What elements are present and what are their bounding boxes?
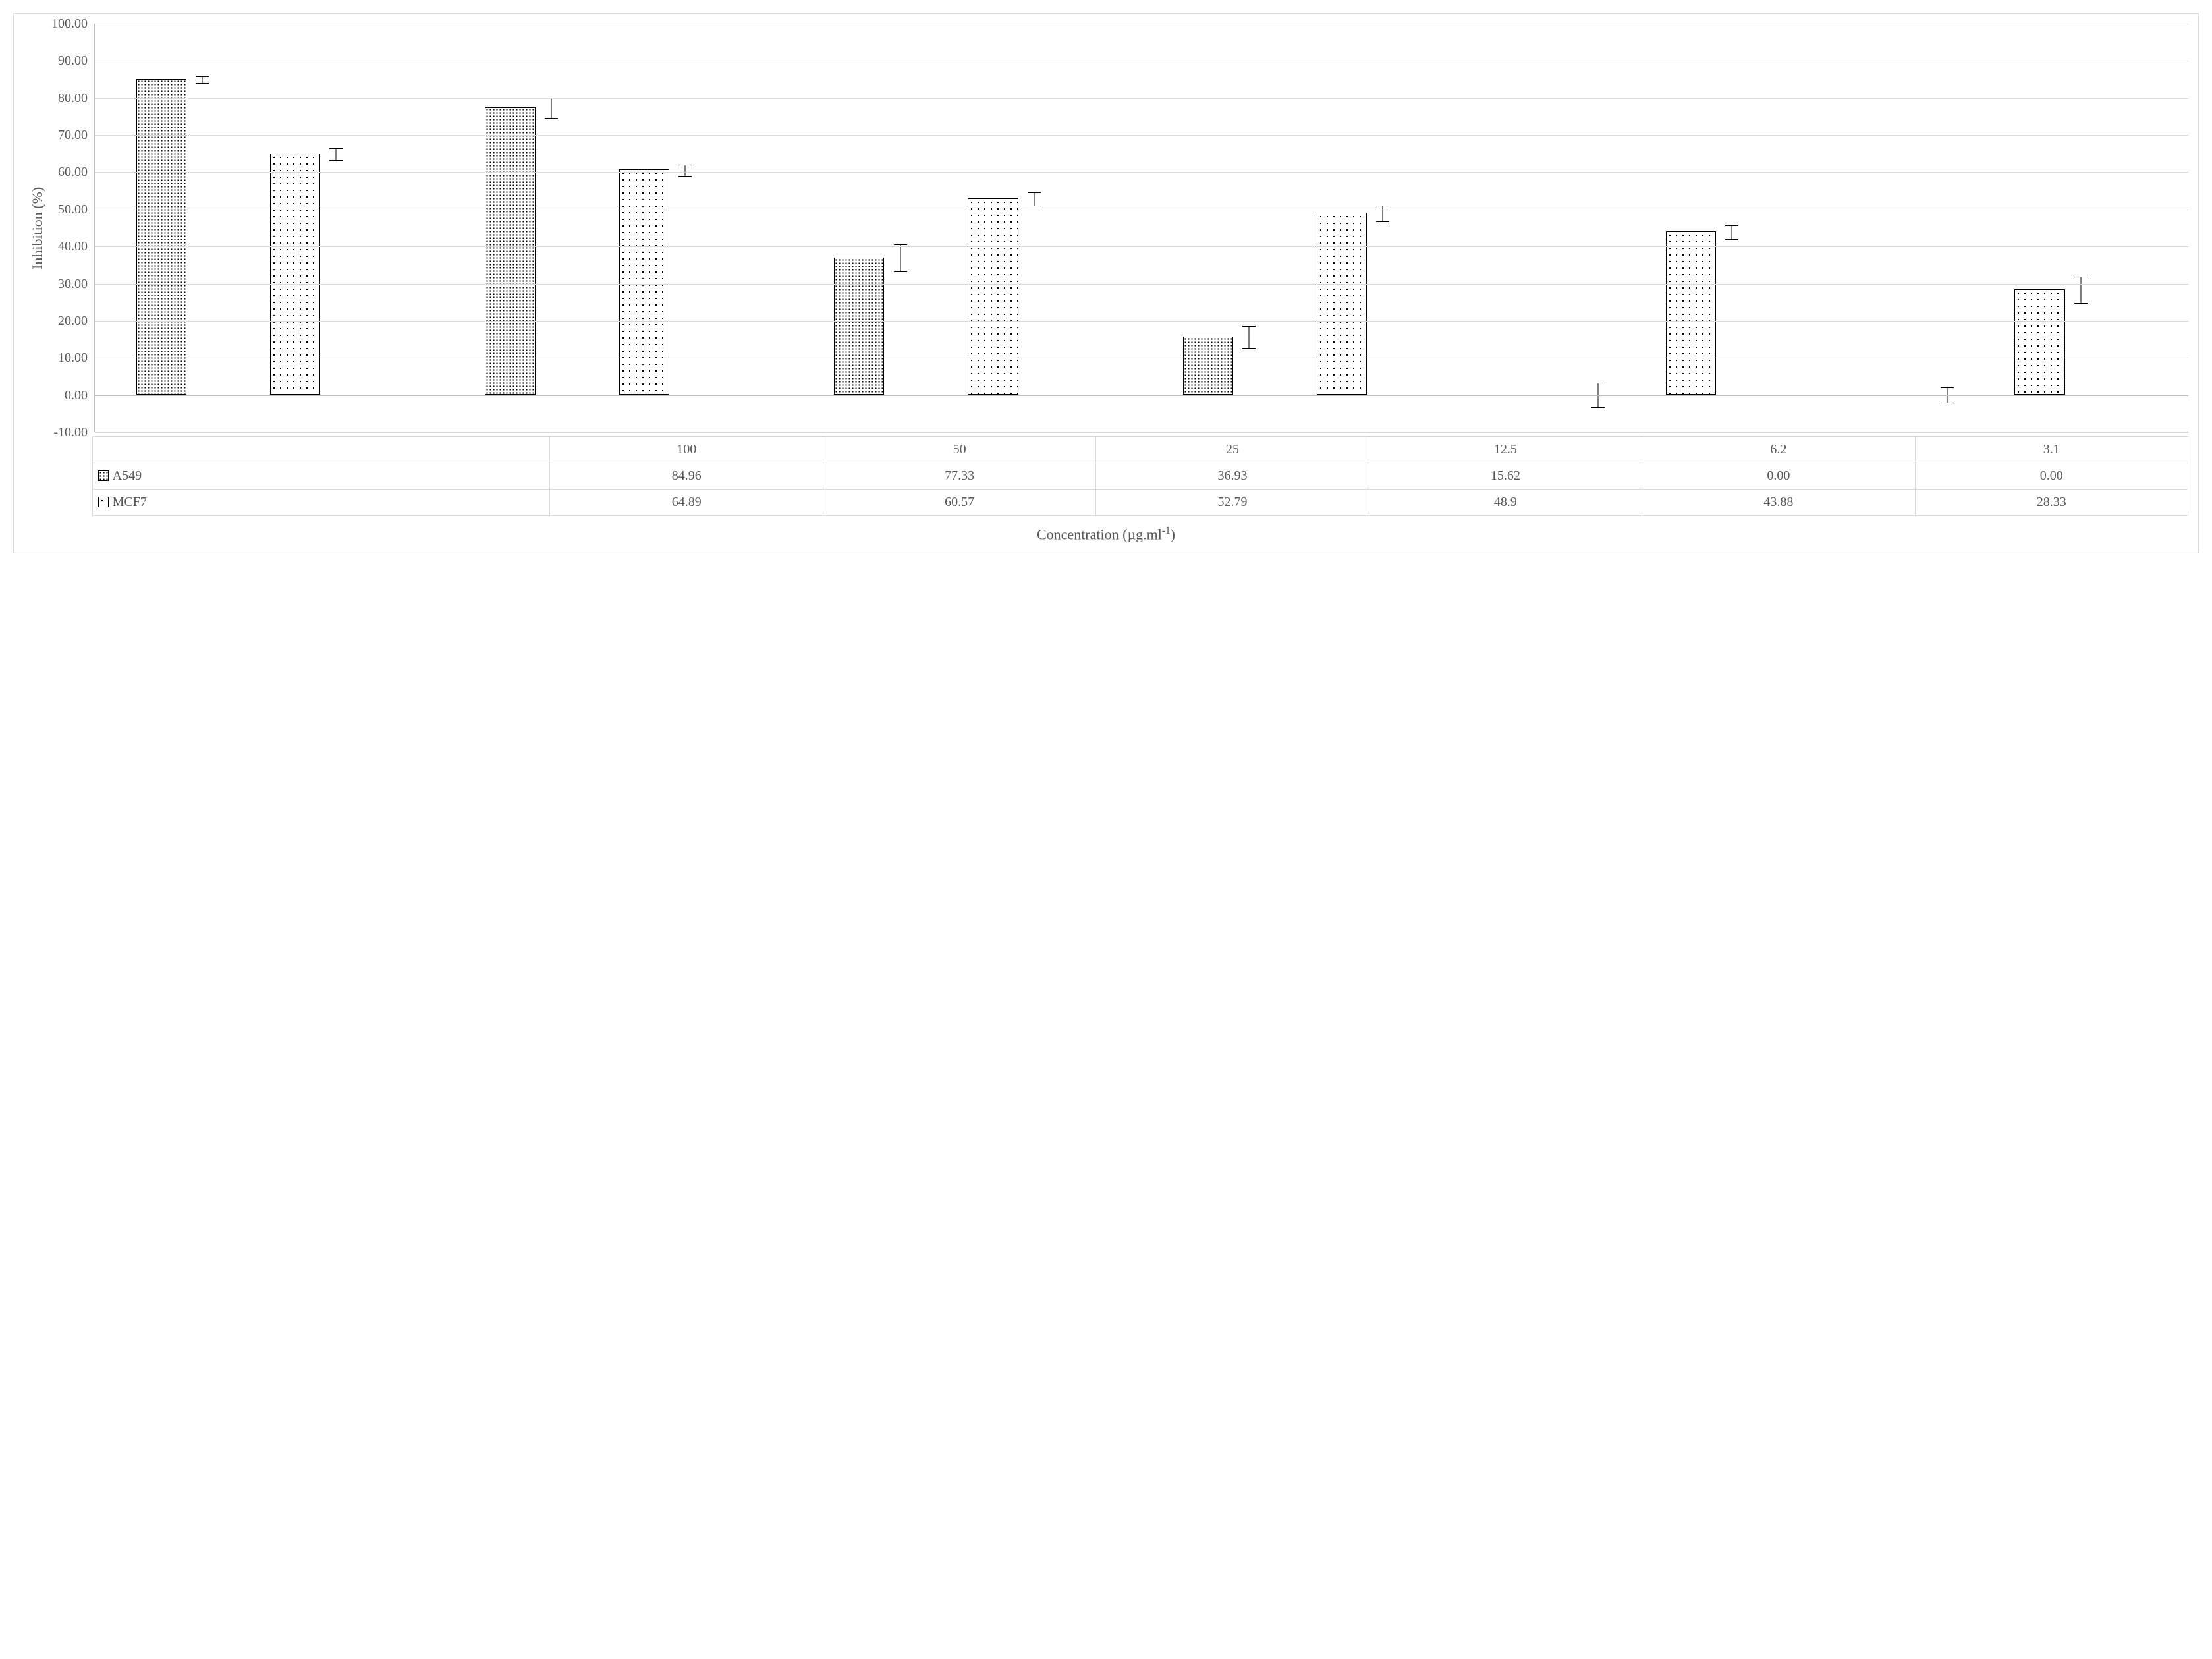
- table-value-cell: 28.33: [1915, 490, 2188, 516]
- error-bar: [336, 148, 337, 160]
- bar-group: [1491, 24, 1840, 432]
- error-cap: [1725, 239, 1738, 240]
- table-category-cell: 6.2: [1642, 437, 1915, 463]
- bar: [136, 79, 186, 395]
- table-category-cell: 25: [1096, 437, 1369, 463]
- table-row: MCF7 64.8960.5752.7948.943.8828.33: [92, 490, 2188, 516]
- bar: [485, 107, 535, 395]
- table-value-cell: 15.62: [1369, 463, 1642, 490]
- table-spacer: [24, 436, 92, 516]
- error-cap: [1941, 387, 1954, 388]
- gridline: [95, 321, 2188, 322]
- error-cap: [1242, 348, 1256, 349]
- error-cap: [1725, 225, 1738, 226]
- error-cap: [2074, 303, 2088, 304]
- bar-group: [792, 24, 1142, 432]
- bar: [968, 198, 1018, 395]
- table-value-cell: 43.88: [1642, 490, 1915, 516]
- plot-row: Inhibition (%) 100.0090.0080.0070.0060.0…: [24, 24, 2188, 432]
- error-bar: [685, 165, 686, 176]
- bar-slot: [1881, 24, 2013, 432]
- bar: [2014, 289, 2064, 395]
- error-cap: [329, 160, 343, 161]
- table-category-cell: 3.1: [1915, 437, 2188, 463]
- table-category-cell: 50: [823, 437, 1095, 463]
- error-bar: [202, 76, 203, 83]
- table-value-cell: 52.79: [1096, 490, 1369, 516]
- gridline: [95, 284, 2188, 285]
- table-series-head: A549: [92, 463, 550, 490]
- data-table-wrap: 100502512.56.23.1 A549 84.9677.3336.9315.6…: [24, 436, 2188, 516]
- table-value-cell: 77.33: [823, 463, 1095, 490]
- error-cap: [1376, 221, 1389, 222]
- bar-group: [1142, 24, 1491, 432]
- table-value-cell: 60.57: [823, 490, 1095, 516]
- table-value-cell: 0.00: [1915, 463, 2188, 490]
- table-category-cell: 100: [550, 437, 823, 463]
- gridline: [95, 135, 2188, 136]
- bar-slot: [619, 24, 752, 432]
- bar-group: [95, 24, 444, 432]
- error-cap: [1242, 326, 1256, 327]
- gridline: [95, 98, 2188, 99]
- error-bar: [1249, 326, 1250, 348]
- gridline: [95, 172, 2188, 173]
- error-cap: [196, 83, 209, 84]
- error-bar: [2080, 277, 2081, 302]
- error-cap: [894, 271, 907, 272]
- table-value-cell: 64.89: [550, 490, 823, 516]
- bar-slot: [485, 24, 617, 432]
- table-header-row: 100502512.56.23.1: [92, 437, 2188, 463]
- bar-slot: [834, 24, 966, 432]
- plot-area: [94, 24, 2188, 432]
- bar-slot: [968, 24, 1100, 432]
- error-cap: [196, 76, 209, 77]
- bars-layer: [95, 24, 2188, 432]
- legend-swatch: [98, 470, 109, 481]
- chart-inner: Inhibition (%) 100.0090.0080.0070.0060.0…: [24, 24, 2188, 543]
- error-cap: [678, 176, 692, 177]
- error-cap: [329, 148, 343, 149]
- table-series-head: MCF7: [92, 490, 550, 516]
- bar-slot: [1666, 24, 1798, 432]
- bar-slot: [270, 24, 402, 432]
- table-value-cell: 0.00: [1642, 463, 1915, 490]
- bar: [619, 169, 669, 394]
- data-table: 100502512.56.23.1 A549 84.9677.3336.9315.6…: [92, 436, 2188, 516]
- legend-swatch: [98, 497, 109, 507]
- error-cap: [1028, 192, 1041, 193]
- bar: [1666, 231, 1716, 394]
- bar-group: [444, 24, 793, 432]
- y-axis-label: Inhibition (%): [24, 24, 51, 432]
- table-corner-cell: [92, 437, 550, 463]
- table-value-cell: 48.9: [1369, 490, 1642, 516]
- legend-label: MCF7: [113, 495, 147, 509]
- error-cap: [1591, 407, 1605, 408]
- table-row: A54984.9677.3336.9315.620.000.00: [92, 463, 2188, 490]
- bar-slot: [1532, 24, 1664, 432]
- x-axis-label: Concentration (µg.ml-1): [24, 525, 2188, 543]
- gridline: [95, 246, 2188, 247]
- table-value-cell: 84.96: [550, 463, 823, 490]
- y-axis-ticks: 100.0090.0080.0070.0060.0050.0040.0030.0…: [51, 24, 94, 432]
- legend-label: A549: [113, 468, 142, 483]
- table-category-cell: 12.5: [1369, 437, 1642, 463]
- error-cap: [894, 244, 907, 245]
- bar: [834, 258, 884, 395]
- bar-group: [1839, 24, 2188, 432]
- table-value-cell: 36.93: [1096, 463, 1369, 490]
- bar-slot: [2014, 24, 2147, 432]
- error-cap: [545, 118, 558, 119]
- gridline: [95, 395, 2188, 396]
- bar: [1317, 213, 1367, 395]
- gridline: [95, 432, 2188, 433]
- bar-slot: [136, 24, 269, 432]
- bar-slot: [1317, 24, 1449, 432]
- chart-container: Inhibition (%) 100.0090.0080.0070.0060.0…: [13, 13, 2199, 553]
- bar: [1183, 337, 1233, 395]
- bar-slot: [1183, 24, 1315, 432]
